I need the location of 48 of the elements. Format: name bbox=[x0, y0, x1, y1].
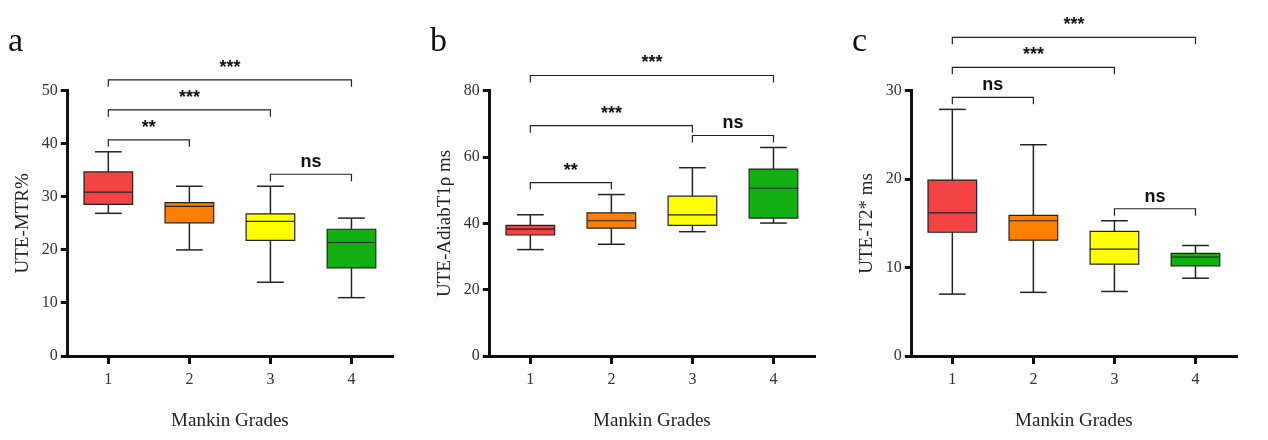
y-axis-title: UTE-AdiabT1ρ ms bbox=[433, 149, 455, 298]
y-tick-label: 20 bbox=[463, 279, 480, 297]
x-tick-label: 1 bbox=[526, 369, 535, 387]
y-tick-label: 20 bbox=[885, 169, 902, 187]
annotation: ** bbox=[563, 159, 578, 180]
y-tick-label: 50 bbox=[41, 81, 58, 98]
x-tick-label: 3 bbox=[266, 369, 275, 387]
chart-title: c bbox=[852, 21, 868, 59]
chart-title: b bbox=[430, 21, 447, 59]
chart-title: a bbox=[8, 21, 24, 59]
x-tick-label: 1 bbox=[948, 369, 957, 387]
y-tick-label: 0 bbox=[471, 346, 480, 364]
y-tick-label: 30 bbox=[41, 187, 58, 205]
y-axis-title: UTE-MTR% bbox=[11, 173, 33, 274]
x-tick-label: 2 bbox=[607, 369, 616, 387]
annotation: ns bbox=[300, 151, 322, 172]
x-axis-title: Mankin Grades bbox=[593, 408, 711, 430]
y-tick-label: 0 bbox=[49, 346, 58, 364]
x-axis-title: Mankin Grades bbox=[1015, 408, 1133, 430]
text: *** bbox=[1022, 44, 1044, 65]
annotation: ns bbox=[722, 112, 744, 133]
x-tick-label: 4 bbox=[1191, 369, 1200, 387]
annotation: *** bbox=[178, 86, 200, 107]
annotation: ** bbox=[141, 116, 156, 137]
y-tick-label: 40 bbox=[41, 134, 58, 152]
y-tick-label: 0 bbox=[893, 346, 902, 364]
annotation: ns bbox=[1144, 185, 1166, 206]
text: *** bbox=[1063, 14, 1085, 35]
y-tick-label: 20 bbox=[41, 240, 58, 258]
annotation: ns bbox=[982, 74, 1004, 95]
y-tick-label: 10 bbox=[41, 293, 58, 311]
x-tick-label: 2 bbox=[185, 369, 194, 387]
x-axis-title: Mankin Grades bbox=[171, 408, 289, 430]
y-tick-label: 30 bbox=[885, 81, 902, 98]
x-tick-label: 2 bbox=[1029, 369, 1038, 387]
text: *** bbox=[641, 52, 663, 73]
y-axis-title: UTE-T2* ms bbox=[855, 173, 877, 274]
y-tick-label: 80 bbox=[463, 81, 480, 98]
y-tick-label: 10 bbox=[885, 257, 902, 275]
y-tick-label: 60 bbox=[463, 147, 480, 165]
text: *** bbox=[219, 56, 241, 77]
x-tick-label: 1 bbox=[104, 369, 113, 387]
x-tick-label: 3 bbox=[688, 369, 697, 387]
y-tick-label: 40 bbox=[463, 213, 480, 231]
x-tick-label: 3 bbox=[1110, 369, 1119, 387]
x-tick-label: 4 bbox=[347, 369, 356, 387]
x-tick-label: 4 bbox=[769, 369, 778, 387]
annotation: *** bbox=[600, 102, 622, 123]
